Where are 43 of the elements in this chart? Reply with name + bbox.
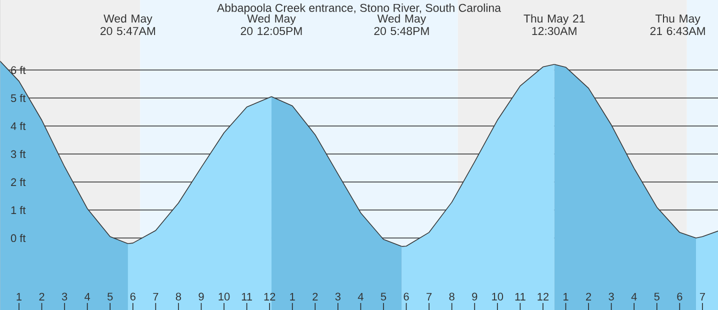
x-tick-label: 12 (538, 292, 549, 300)
x-tick-label: 4 (84, 292, 90, 300)
x-tick-label: 11 (515, 292, 526, 300)
x-tick-label: 6 (677, 292, 682, 300)
x-tick-label: 11 (242, 292, 252, 300)
x-tick-label: 10 (492, 292, 504, 300)
x-tick-label: 9 (198, 292, 204, 300)
annotation: Thu May 21 6:43AM (650, 14, 705, 36)
chart-title: Abbapoola Creek entrance, Stono River, South Carolina (216, 4, 501, 14)
x-tick-label: 1 (564, 292, 568, 300)
y-tick-label: 4 ft (10, 122, 26, 130)
x-tick-label: 2 (39, 292, 44, 300)
x-tick-label: 3 (335, 292, 340, 300)
y-tick-label: 0 ft (10, 234, 26, 242)
annotation: Wed May 20 5:48PM (374, 14, 429, 36)
x-tick-label: 3 (62, 292, 68, 300)
x-tick-label: 6 (130, 292, 136, 300)
y-tick-label: 2 ft (11, 178, 26, 186)
x-tick-label: 4 (631, 292, 637, 300)
y-tick-label: 5 ft (10, 94, 26, 102)
x-tick-label: 9 (472, 292, 478, 300)
x-tick-label: 1 (290, 292, 295, 300)
x-tick-label: 7 (153, 292, 158, 300)
annotation: Wed May 20 5:47AM (100, 14, 156, 36)
x-tick-label: 5 (380, 292, 386, 300)
x-tick-label: 2 (586, 292, 592, 300)
x-tick-label: 8 (176, 292, 182, 300)
x-tick-label: 2 (312, 292, 318, 300)
x-tick-label: 4 (358, 292, 364, 300)
x-tick-label: 8 (449, 292, 454, 300)
x-tick-label: 10 (218, 292, 230, 300)
annotation: Thu May 21 12:30AM (524, 14, 585, 36)
x-tick-label: 12 (264, 292, 276, 300)
x-tick-label: 5 (654, 292, 660, 300)
x-tick-label: 1 (16, 292, 22, 300)
annotation: Wed May 20 12:05PM (240, 14, 302, 36)
y-tick-label: 1 ft (11, 206, 26, 214)
x-tick-label: 6 (404, 292, 409, 300)
y-tick-label: 3 ft (10, 150, 26, 158)
x-tick-label: 5 (108, 292, 113, 300)
x-tick-label: 7 (426, 292, 432, 300)
x-tick-label: 3 (608, 292, 614, 300)
x-tick-label: 7 (700, 292, 705, 300)
